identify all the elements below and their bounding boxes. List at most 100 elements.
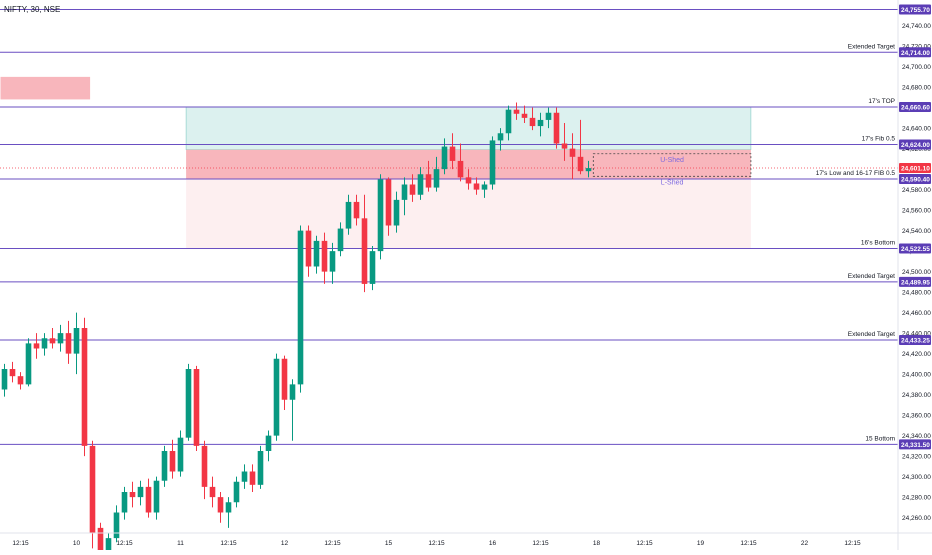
candle <box>465 169 472 190</box>
price-tick-label: 24,360.00 <box>902 413 931 420</box>
time-tick-label: 11 <box>177 540 184 547</box>
candle-body <box>321 240 328 272</box>
candle <box>345 194 352 235</box>
level-badge: 24,489.95 <box>899 276 931 287</box>
candle-body <box>441 146 448 170</box>
price-tick-label: 24,740.00 <box>902 23 931 30</box>
level-badge-bg <box>899 276 931 287</box>
candle <box>521 105 528 123</box>
candle-body <box>281 358 288 400</box>
candle-body <box>297 230 304 385</box>
candle <box>113 505 120 543</box>
level-badge-text: 24,433.25 <box>901 338 930 345</box>
candle-body <box>537 119 544 127</box>
candle-body <box>113 512 120 539</box>
candle <box>353 194 360 226</box>
candle-body <box>289 384 296 400</box>
candle-body <box>17 376 24 385</box>
candle <box>449 133 456 170</box>
candle <box>233 476 240 508</box>
candle-body <box>193 369 200 446</box>
level-label: 17's TOP <box>868 98 895 105</box>
candle-body <box>305 230 312 267</box>
candle <box>481 181 488 198</box>
candle <box>65 320 72 364</box>
price-tick-label: 24,700.00 <box>902 64 931 71</box>
price-tick-label: 24,580.00 <box>902 187 931 194</box>
candle-body <box>505 109 512 134</box>
level-badge-bg <box>899 335 931 346</box>
level-badge: 24,590.40 <box>899 173 931 184</box>
level-label: 17's Fib 0.5 <box>862 136 896 143</box>
candle <box>537 112 544 137</box>
candle <box>161 445 168 487</box>
candle <box>257 445 264 489</box>
level-label: 15 Bottom <box>865 435 895 442</box>
time-tick-label: 19 <box>697 540 705 547</box>
price-tick-label: 24,680.00 <box>902 85 931 92</box>
candle <box>409 174 416 202</box>
candle-body <box>105 538 112 555</box>
candle-body <box>9 369 16 377</box>
level-badge-text: 24,489.95 <box>901 279 930 286</box>
candle-body <box>433 169 440 188</box>
price-tick-label: 24,500.00 <box>902 269 931 276</box>
candle <box>513 102 520 120</box>
candle <box>457 143 464 182</box>
candle <box>489 136 496 190</box>
time-tick-label: 16 <box>489 540 497 547</box>
candle-body <box>353 201 360 219</box>
level-label: Extended Target <box>848 331 895 338</box>
level-badge: 24,714.00 <box>899 47 931 58</box>
candle <box>281 355 288 410</box>
level-badge: 24,624.00 <box>899 139 931 150</box>
candle <box>73 312 80 375</box>
candle <box>313 235 320 274</box>
candle <box>297 225 304 393</box>
candle <box>265 430 272 462</box>
price-tick-label: 24,440.00 <box>902 331 931 338</box>
candle <box>89 440 96 549</box>
candle-body <box>97 527 104 555</box>
price-tick-label: 24,540.00 <box>902 228 931 235</box>
price-tick-label: 24,720.00 <box>902 44 931 51</box>
level-badge: 24,331.50 <box>899 439 931 450</box>
level-badge: 24,660.60 <box>899 102 931 113</box>
candle-body <box>377 179 384 252</box>
price-tick-label: 24,420.00 <box>902 351 931 358</box>
candle <box>553 107 560 149</box>
candle-body <box>385 179 392 226</box>
candle <box>57 324 64 352</box>
price-tick-label: 24,260.00 <box>902 515 931 522</box>
level-label: 16's Bottom <box>861 240 895 247</box>
candle <box>441 138 448 175</box>
candle <box>329 242 336 284</box>
level-label: Extended Target <box>848 43 895 50</box>
candle-body <box>545 112 552 120</box>
candle-body <box>49 338 56 344</box>
candle <box>81 317 88 457</box>
candle <box>433 156 440 192</box>
time-tick-label: 12 <box>281 540 289 547</box>
candle-body <box>65 333 72 354</box>
last-price-badge: 24,601.10 <box>899 162 931 173</box>
candle-body <box>249 471 256 485</box>
candle-body <box>313 240 320 267</box>
candle <box>401 177 408 216</box>
candle-body <box>529 117 536 127</box>
candle-body <box>425 174 432 188</box>
candle-body <box>257 451 264 485</box>
candle-body <box>129 492 136 498</box>
level-badge-bg <box>899 173 931 184</box>
price-tick-label: 24,560.00 <box>902 208 931 215</box>
candle <box>25 338 32 387</box>
candle <box>1 363 8 397</box>
candle <box>377 174 384 260</box>
candle <box>41 333 48 356</box>
candle-body <box>145 486 152 513</box>
candle-body <box>329 251 336 272</box>
candle-body <box>457 160 464 178</box>
candle-body <box>577 156 584 172</box>
level-badge-bg <box>899 243 931 254</box>
